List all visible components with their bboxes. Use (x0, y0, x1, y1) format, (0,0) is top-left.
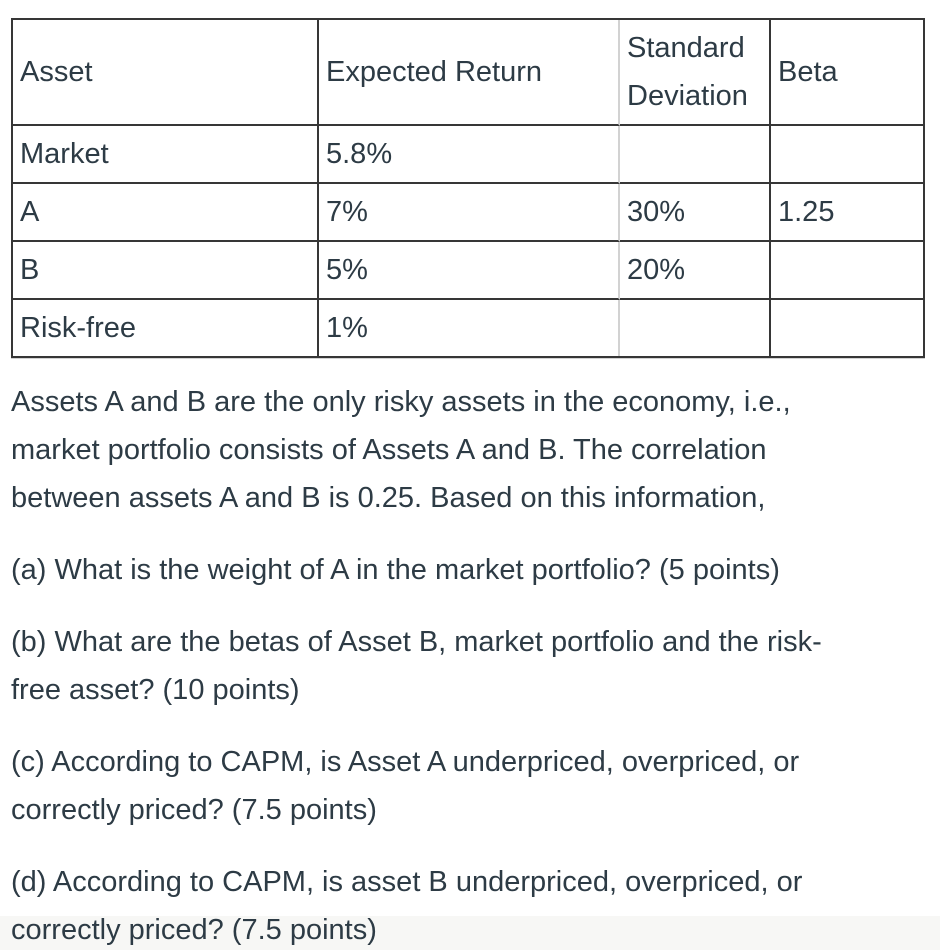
cell-market-asset: Market (13, 126, 319, 184)
cell-risk-free-asset: Risk-free (13, 300, 319, 356)
cell-b-standard-deviation: 20% (620, 242, 771, 300)
table-row-market: Market 5.8% (13, 126, 923, 184)
col-header-beta: Beta (771, 20, 923, 126)
question-a: (a) What is the weight of A in the marke… (11, 554, 780, 586)
question-d: (d) According to CAPM, is asset B underp… (11, 866, 803, 946)
bottom-shaded-band (0, 916, 940, 950)
intro-paragraph: Assets A and B are the only risky assets… (11, 386, 791, 514)
cell-market-standard-deviation (620, 126, 771, 184)
table-header-row: Asset Expected Return Standard Deviation… (13, 20, 923, 126)
cell-market-expected-return: 5.8% (319, 126, 620, 184)
cell-market-beta (771, 126, 923, 184)
table-row-b: B 5% 20% (13, 242, 923, 300)
col-header-asset: Asset (13, 20, 319, 126)
cell-risk-free-standard-deviation (620, 300, 771, 356)
cell-a-asset: A (13, 184, 319, 242)
table-row-a: A 7% 30% 1.25 (13, 184, 923, 242)
col-header-expected-return: Expected Return (319, 20, 620, 126)
question-b: (b) What are the betas of Asset B, marke… (11, 626, 822, 706)
cell-a-expected-return: 7% (319, 184, 620, 242)
cell-b-asset: B (13, 242, 319, 300)
col-header-standard-deviation: Standard Deviation (620, 20, 771, 126)
cell-a-beta: 1.25 (771, 184, 923, 242)
cell-b-expected-return: 5% (319, 242, 620, 300)
cell-risk-free-beta (771, 300, 923, 356)
assets-table: Asset Expected Return Standard Deviation… (11, 18, 925, 358)
cell-risk-free-expected-return: 1% (319, 300, 620, 356)
cell-a-standard-deviation: 30% (620, 184, 771, 242)
question-c: (c) According to CAPM, is Asset A underp… (11, 746, 800, 826)
table-row-risk-free: Risk-free 1% (13, 300, 923, 356)
cell-b-beta (771, 242, 923, 300)
